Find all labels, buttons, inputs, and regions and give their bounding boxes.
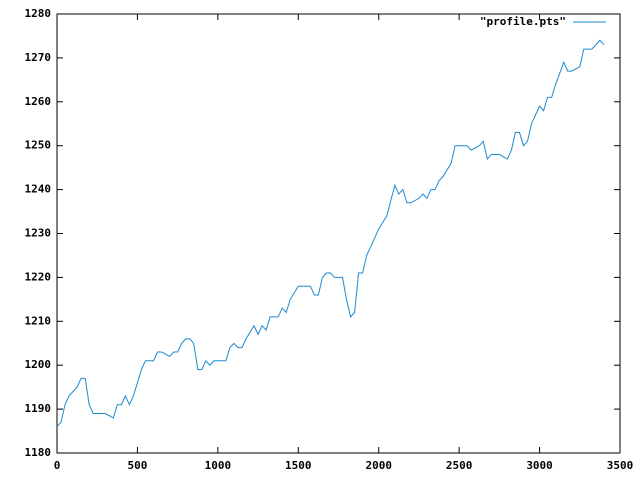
y-tick-label: 1190	[25, 402, 52, 415]
y-tick-label: 1230	[25, 227, 52, 240]
y-tick-label: 1200	[25, 358, 52, 371]
x-tick-label: 1000	[205, 459, 232, 472]
y-tick-label: 1250	[25, 139, 52, 152]
y-tick-label: 1220	[25, 270, 52, 283]
legend-label: "profile.pts"	[480, 15, 566, 28]
y-tick-label: 1210	[25, 314, 52, 327]
x-tick-label: 2500	[446, 459, 473, 472]
plot-frame	[56, 13, 621, 454]
y-tick-label: 1280	[25, 7, 52, 20]
x-tick-label: 3000	[526, 459, 553, 472]
data-line	[56, 39, 605, 428]
x-tick-label: 3500	[607, 459, 634, 472]
x-tick-label: 2000	[365, 459, 392, 472]
x-tick-label: 0	[54, 459, 61, 472]
y-tick-label: 1270	[25, 51, 52, 64]
y-tick-label: 1240	[25, 183, 52, 196]
y-tick-label: 1180	[25, 446, 52, 459]
y-tick-label: 1260	[25, 95, 52, 108]
x-tick-label: 1500	[285, 459, 312, 472]
x-tick-label: 500	[127, 459, 147, 472]
